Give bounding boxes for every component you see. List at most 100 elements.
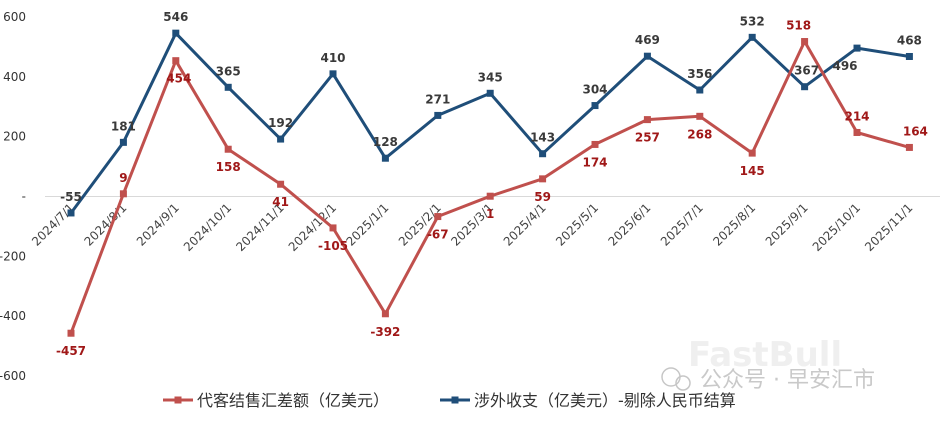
point-fx-settlement — [905, 143, 913, 151]
point-cross-border — [277, 135, 285, 143]
data-label-cross-border: 304 — [582, 83, 607, 97]
data-label-cross-border: 367 — [794, 64, 819, 78]
data-label-cross-border: -55 — [60, 190, 82, 204]
data-label-cross-border: 410 — [320, 51, 345, 65]
series-markers-group — [67, 29, 913, 337]
data-label-cross-border: 546 — [163, 10, 188, 24]
data-label-fx-settlement: 145 — [740, 164, 765, 178]
point-cross-border — [643, 52, 651, 60]
data-label-fx-settlement: -105 — [318, 239, 348, 253]
point-cross-border — [591, 102, 599, 110]
point-fx-settlement — [277, 180, 285, 188]
data-label-cross-border: 468 — [897, 33, 922, 47]
point-fx-settlement — [119, 190, 127, 198]
y-tick-label: -200 — [0, 249, 26, 263]
legend-item-fx-settlement-label: 代客结售汇差额（亿美元） — [197, 391, 389, 410]
point-cross-border — [67, 209, 75, 217]
data-label-fx-settlement: 257 — [635, 131, 660, 145]
data-label-fx-settlement: 9 — [119, 171, 127, 185]
data-label-fx-settlement: 158 — [216, 160, 241, 174]
data-label-cross-border: 181 — [111, 119, 136, 133]
wechat-icon-bubble — [675, 375, 691, 391]
legend-item-cross-border-marker — [451, 396, 459, 404]
x-tick-label: 2025/6/1 — [606, 201, 654, 249]
point-cross-border — [329, 70, 337, 78]
data-label-cross-border: 469 — [635, 33, 660, 47]
point-fx-settlement — [224, 145, 232, 153]
point-cross-border — [381, 154, 389, 162]
legend: 代客结售汇差额（亿美元） 涉外收支（亿美元）-剔除人民币结算 — [163, 391, 736, 410]
x-tick-label: 2025/5/1 — [553, 201, 601, 249]
data-label-fx-settlement: 454 — [166, 72, 191, 86]
point-cross-border — [224, 83, 232, 91]
watermark-brand: FastBull — [688, 335, 842, 375]
point-cross-border — [172, 29, 180, 37]
x-tick-label: 2025/7/1 — [658, 201, 706, 249]
point-cross-border — [539, 150, 547, 158]
point-fx-settlement — [853, 128, 861, 136]
data-label-fx-settlement: -392 — [370, 325, 400, 339]
legend-item-cross-border-label: 涉外收支（亿美元）-剔除人民币结算 — [474, 391, 736, 410]
point-cross-border — [853, 44, 861, 52]
data-label-cross-border: 192 — [268, 116, 293, 130]
x-tick-label: 2024/9/1 — [134, 201, 182, 249]
y-tick-label: - — [22, 190, 26, 204]
point-fx-settlement — [591, 140, 599, 148]
y-tick-label: 200 — [3, 130, 26, 144]
data-label-cross-border: 365 — [216, 64, 241, 78]
y-tick-label: 600 — [3, 10, 26, 24]
x-tick-label: 2024/10/1 — [181, 201, 234, 254]
point-cross-border — [801, 83, 809, 91]
data-label-fx-settlement: 268 — [687, 127, 712, 141]
data-label-cross-border: 143 — [530, 131, 555, 145]
point-cross-border — [696, 86, 704, 94]
point-fx-settlement — [748, 149, 756, 157]
y-tick-label: 400 — [3, 70, 26, 84]
data-label-fx-settlement: 1 — [486, 207, 494, 221]
point-fx-settlement — [643, 116, 651, 124]
point-cross-border — [119, 138, 127, 146]
x-tick-label: 2025/1/1 — [344, 201, 392, 249]
data-label-fx-settlement: -457 — [56, 344, 86, 358]
point-fx-settlement — [172, 57, 180, 65]
x-tick-label: 2025/10/1 — [810, 201, 863, 254]
point-cross-border — [748, 33, 756, 41]
point-fx-settlement — [67, 329, 75, 337]
data-label-cross-border: 128 — [373, 135, 398, 149]
data-label-fx-settlement: 41 — [272, 195, 289, 209]
data-label-fx-settlement: 164 — [903, 124, 928, 138]
point-fx-settlement — [381, 310, 389, 318]
point-cross-border — [434, 111, 442, 119]
data-label-fx-settlement: 518 — [786, 19, 811, 33]
point-cross-border — [905, 52, 913, 60]
data-label-fx-settlement: 214 — [844, 109, 869, 123]
point-fx-settlement — [539, 175, 547, 183]
watermark: FastBull 公众号 · 早安汇市 — [661, 335, 875, 393]
x-tick-label: 2025/11/1 — [862, 201, 915, 254]
data-label-fx-settlement: -67 — [427, 228, 449, 242]
series-line-cross-border — [69, 31, 911, 215]
x-tick-label: 2024/7/1 — [29, 201, 77, 249]
x-tick-label: 2025/4/1 — [501, 201, 549, 249]
point-fx-settlement — [434, 213, 442, 221]
data-label-cross-border: 356 — [687, 67, 712, 81]
point-fx-settlement — [329, 224, 337, 232]
wechat-icon — [661, 367, 681, 387]
y-tick-label: -400 — [0, 309, 26, 323]
point-cross-border — [486, 89, 494, 97]
data-label-fx-settlement: 174 — [582, 155, 607, 169]
x-tick-label: 2025/9/1 — [763, 201, 811, 249]
data-label-cross-border: 271 — [425, 92, 450, 106]
watermark-source: 公众号 · 早安汇市 — [700, 368, 875, 393]
y-tick-label: -600 — [0, 369, 26, 383]
point-fx-settlement — [801, 38, 809, 46]
data-label-cross-border: 345 — [478, 70, 503, 84]
series-line-fx-settlement — [69, 40, 911, 335]
point-fx-settlement — [486, 192, 494, 200]
x-tick-label: 2025/8/1 — [710, 201, 758, 249]
legend-item-fx-settlement-marker — [174, 396, 182, 404]
point-fx-settlement — [696, 112, 704, 120]
data-label-cross-border: 496 — [832, 59, 857, 73]
